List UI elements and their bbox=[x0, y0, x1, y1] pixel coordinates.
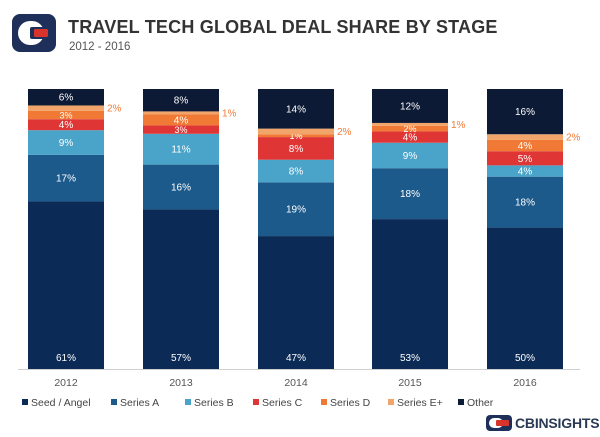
x-tick-label-2015: 2015 bbox=[398, 377, 422, 389]
brand-name: CBINSIGHTS bbox=[515, 415, 600, 431]
bar-segment-2012-series-b bbox=[28, 130, 104, 155]
data-label-2013-other: 8% bbox=[174, 96, 189, 107]
bar-segment-2014-series-e bbox=[258, 128, 334, 135]
bar-segment-2016-series-b bbox=[487, 165, 563, 177]
cbinsights-logo-icon bbox=[12, 14, 56, 52]
data-label-2012-seed-angel: 61% bbox=[56, 353, 76, 364]
bar-segment-2014-seed-angel bbox=[258, 236, 334, 369]
bar-segment-2014-series-b bbox=[258, 159, 334, 183]
x-tick-label-2013: 2013 bbox=[169, 377, 193, 389]
legend-swatch-series-b bbox=[185, 399, 191, 405]
bar-segment-2013-series-e bbox=[143, 111, 219, 115]
bar-segment-2013-other bbox=[143, 89, 219, 112]
bar-segment-2014-series-a bbox=[258, 182, 334, 237]
bar-segment-2014-other bbox=[258, 89, 334, 129]
data-label-2014-series-e: 2% bbox=[337, 127, 352, 138]
data-label-2012-series-d: 3% bbox=[59, 111, 72, 121]
bar-segment-2013-seed-angel bbox=[143, 209, 219, 369]
data-label-2016-seed-angel: 50% bbox=[515, 353, 535, 364]
data-label-2015-seed-angel: 53% bbox=[400, 353, 420, 364]
data-label-2015-series-d: 2% bbox=[403, 124, 416, 134]
data-label-2013-series-e: 1% bbox=[222, 108, 237, 119]
data-label-2016-series-a: 18% bbox=[515, 198, 535, 209]
bar-segment-2013-series-b bbox=[143, 133, 219, 165]
data-label-2012-other: 6% bbox=[59, 93, 74, 104]
bar-segment-2015-series-c bbox=[372, 131, 448, 143]
bar-segment-2015-seed-angel bbox=[372, 219, 448, 369]
bar-segment-2013-series-d bbox=[143, 114, 219, 126]
data-label-2013-seed-angel: 57% bbox=[171, 353, 191, 364]
data-label-2013-series-b: 11% bbox=[171, 145, 190, 156]
x-tick-label-2016: 2016 bbox=[513, 377, 537, 389]
legend-swatch-series-c bbox=[253, 399, 259, 405]
bar-segment-2012-series-a bbox=[28, 154, 104, 202]
data-label-2015-series-e: 1% bbox=[451, 120, 466, 131]
bar-segment-2016-series-a bbox=[487, 176, 563, 228]
data-label-2014-series-a: 19% bbox=[286, 205, 306, 216]
data-label-2016-series-c: 5% bbox=[518, 154, 533, 165]
chart-subtitle: 2012 - 2016 bbox=[69, 41, 131, 53]
x-tick-label-2012: 2012 bbox=[54, 377, 78, 389]
bar-segment-2015-series-a bbox=[372, 168, 448, 220]
data-label-2016-series-e: 2% bbox=[566, 133, 581, 144]
bar-segment-2012-series-c bbox=[28, 119, 104, 131]
cbinsights-brand-icon bbox=[486, 415, 512, 431]
data-label-2012-series-a: 17% bbox=[56, 174, 76, 185]
bar-segment-2014-series-c bbox=[258, 137, 334, 160]
bar-segment-2013-series-a bbox=[143, 164, 219, 210]
bar-segment-2015-other bbox=[372, 89, 448, 123]
data-label-2014-series-c: 8% bbox=[289, 144, 304, 155]
data-label-2014-seed-angel: 47% bbox=[286, 353, 306, 364]
data-label-2012-series-e: 2% bbox=[107, 104, 122, 115]
data-label-2015-other: 12% bbox=[400, 101, 420, 112]
bar-segment-2016-series-d bbox=[487, 139, 563, 152]
data-label-2013-series-a: 16% bbox=[171, 183, 191, 194]
bar-segment-2012-series-e bbox=[28, 105, 104, 111]
bar-segment-2013-series-c bbox=[143, 125, 219, 134]
legend-swatch-series-a bbox=[111, 399, 117, 405]
legend-swatch-series-e bbox=[388, 399, 394, 405]
data-label-2013-series-d: 4% bbox=[174, 115, 189, 126]
legend-label-series-d: Series D bbox=[330, 397, 371, 409]
bar-segment-2015-series-e bbox=[372, 122, 448, 126]
data-label-2014-series-d: 1% bbox=[289, 131, 302, 141]
chart-title: TRAVEL TECH GLOBAL DEAL SHARE BY STAGE bbox=[68, 17, 498, 37]
bar-segment-2012-seed-angel bbox=[28, 201, 104, 369]
data-label-2015-series-b: 9% bbox=[403, 151, 418, 162]
bar-segment-2015-series-b bbox=[372, 142, 448, 169]
bar-segment-2012-other bbox=[28, 89, 104, 106]
legend-label-series-e: Series E+ bbox=[397, 397, 443, 409]
data-label-2012-series-c: 4% bbox=[59, 120, 74, 131]
legend-label-series-a: Series A bbox=[120, 397, 159, 409]
legend-swatch-series-d bbox=[321, 399, 327, 405]
data-label-2016-series-b: 4% bbox=[518, 167, 533, 178]
bar-segment-2016-series-e bbox=[487, 134, 563, 140]
bar-segment-2016-other bbox=[487, 89, 563, 135]
data-label-2015-series-a: 18% bbox=[400, 189, 420, 200]
bar-segment-2016-series-c bbox=[487, 151, 563, 166]
data-label-2013-series-c: 3% bbox=[174, 125, 187, 135]
legend-label-seed-angel: Seed / Angel bbox=[31, 397, 91, 409]
legend-swatch-seed-angel bbox=[22, 399, 28, 405]
x-tick-label-2014: 2014 bbox=[284, 377, 308, 389]
legend-label-other: Other bbox=[467, 397, 494, 409]
chart-header: TRAVEL TECH GLOBAL DEAL SHARE BY STAGE 2… bbox=[12, 10, 592, 60]
bar-segment-2016-seed-angel bbox=[487, 227, 563, 369]
legend-swatch-other bbox=[458, 399, 464, 405]
bar-segment-2012-series-d bbox=[28, 110, 104, 120]
data-label-2016-series-d: 4% bbox=[518, 141, 533, 152]
cbinsights-brand: CBINSIGHTS bbox=[486, 413, 600, 433]
data-label-2014-other: 14% bbox=[286, 104, 306, 115]
legend-label-series-c: Series C bbox=[262, 397, 303, 409]
data-label-2015-series-c: 4% bbox=[403, 133, 418, 144]
legend-label-series-b: Series B bbox=[194, 397, 234, 409]
data-label-2012-series-b: 9% bbox=[59, 138, 74, 149]
data-label-2014-series-b: 8% bbox=[289, 167, 304, 178]
bar-segment-2015-series-d bbox=[372, 125, 448, 132]
bar-segment-2014-series-d bbox=[258, 134, 334, 138]
data-label-2016-other: 16% bbox=[515, 107, 535, 118]
